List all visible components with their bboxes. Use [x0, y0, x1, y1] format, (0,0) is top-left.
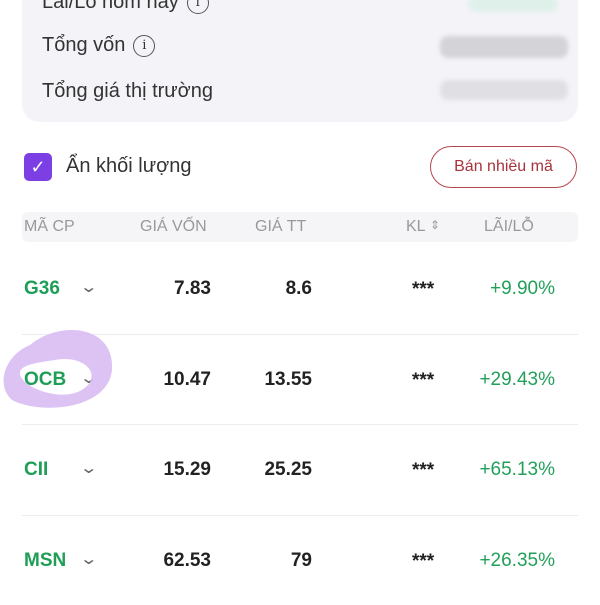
chevron-down-icon[interactable]: ⌄	[79, 460, 99, 477]
price: 79	[290, 550, 312, 571]
col-price[interactable]: GIÁ TT	[255, 218, 307, 235]
table-row[interactable]: G36 ⌄ 7.83 8.6 *** +9.90%	[0, 243, 600, 333]
divider	[22, 334, 578, 335]
cost: 7.83	[174, 278, 211, 299]
market-value-row: Tổng giá thị trường	[42, 80, 213, 103]
price: 8.6	[285, 278, 312, 299]
today-pl-label: Lãi/Lỗ hôm nay	[42, 0, 179, 13]
today-pl-value-redacted	[468, 0, 558, 12]
summary-card	[22, 0, 578, 122]
ticker[interactable]: G36	[24, 278, 60, 299]
chevron-down-icon[interactable]: ⌄	[79, 370, 99, 387]
today-pl-row: Lãi/Lỗ hôm nay i	[42, 0, 209, 14]
cost: 62.53	[163, 550, 211, 571]
volume: ***	[412, 551, 435, 572]
col-pl[interactable]: LÃI/LỖ	[484, 218, 534, 235]
hide-volume-checkbox[interactable]: ✓	[24, 153, 52, 181]
ticker[interactable]: CII	[24, 459, 49, 480]
market-value-redacted	[440, 80, 568, 100]
pl: +29.43%	[479, 369, 555, 390]
hide-volume-label: Ẩn khối lượng	[66, 155, 192, 177]
pl: +26.35%	[479, 550, 555, 571]
table-row[interactable]: MSN ⌄ 62.53 79 *** +26.35%	[0, 515, 600, 605]
market-value-label: Tổng giá thị trường	[42, 80, 214, 102]
cost: 15.29	[163, 459, 211, 480]
pl: +9.90%	[490, 278, 555, 299]
table-row[interactable]: OCB ⌄ 10.47 13.55 *** +29.43%	[0, 334, 600, 424]
info-icon[interactable]: i	[133, 34, 156, 57]
price: 13.55	[264, 369, 312, 390]
divider	[22, 424, 578, 425]
table-header: MÃ CP GIÁ VỐN GIÁ TT KL ⇕ LÃI/LỖ	[22, 212, 578, 242]
volume: ***	[412, 370, 435, 391]
divider	[22, 515, 578, 516]
total-capital-row: Tổng vốn i	[42, 34, 156, 57]
total-capital-value-redacted	[440, 36, 568, 58]
sort-icon[interactable]: ⇕	[430, 218, 441, 232]
total-capital-label: Tổng vốn	[42, 34, 126, 56]
pl: +65.13%	[479, 459, 555, 480]
chevron-down-icon[interactable]: ⌄	[79, 551, 99, 568]
volume: ***	[412, 460, 435, 481]
table-row[interactable]: CII ⌄ 15.29 25.25 *** +65.13%	[0, 424, 600, 514]
volume: ***	[412, 279, 435, 300]
check-icon: ✓	[30, 156, 46, 177]
cost: 10.47	[163, 369, 211, 390]
col-volume[interactable]: KL	[406, 218, 426, 235]
ticker[interactable]: OCB	[24, 369, 67, 390]
chevron-down-icon[interactable]: ⌄	[79, 279, 99, 296]
price: 25.25	[264, 459, 312, 480]
info-icon[interactable]: i	[186, 0, 209, 14]
col-ticker[interactable]: MÃ CP	[24, 218, 75, 235]
col-cost[interactable]: GIÁ VỐN	[140, 218, 207, 235]
sell-multiple-button[interactable]: Bán nhiều mã	[430, 146, 577, 188]
ticker[interactable]: MSN	[24, 550, 67, 571]
